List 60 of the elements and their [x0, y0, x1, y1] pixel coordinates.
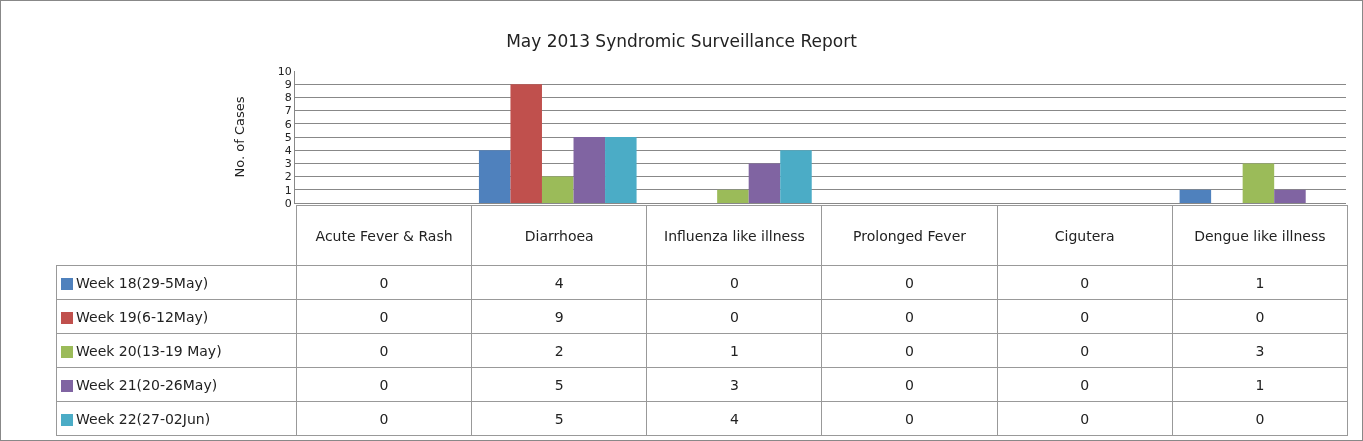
y-tick-label: 10 [277, 64, 292, 78]
legend-label: Week 22(27-02Jun) [76, 410, 211, 427]
y-tick-label: 8 [284, 91, 292, 105]
x-tick-label: Acute Fever & Rash [296, 205, 472, 265]
data-label: 1 [1171, 367, 1347, 401]
legend-label: Week 18(29-5May) [76, 274, 209, 291]
bar [1242, 163, 1275, 203]
data-label: 0 [996, 299, 1172, 333]
y-tick-label: 0 [284, 196, 292, 210]
legend-label: Week 20(13-19 May) [76, 342, 222, 359]
y-tick-label: 1 [284, 183, 292, 197]
y-tick-label: 3 [284, 157, 292, 171]
data-label: 0 [996, 265, 1172, 299]
bar [541, 176, 574, 203]
y-tick-label: 4 [284, 144, 292, 158]
x-tick-label: Influenza like illness [646, 205, 822, 265]
data-label: 0 [996, 401, 1172, 435]
x-tick-label: Prolonged Fever [821, 205, 997, 265]
x-tick-label: Diarrhoea [471, 205, 647, 265]
data-label: 4 [646, 401, 822, 435]
data-label: 0 [996, 333, 1172, 367]
bar [780, 150, 812, 203]
data-label: 4 [471, 265, 647, 299]
data-label: 0 [646, 299, 822, 333]
bar [1179, 189, 1212, 203]
bar [748, 163, 781, 203]
bar [717, 189, 749, 203]
legend-label: Week 19(6-12May) [76, 308, 209, 325]
data-label: 3 [1171, 333, 1347, 367]
chart-title: May 2013 Syndromic Surveillance Report [506, 30, 858, 51]
y-tick-label: 7 [284, 104, 292, 118]
bar [573, 137, 606, 203]
y-tick-label: 6 [284, 117, 292, 131]
bar [478, 150, 511, 203]
x-tick-label: Dengue like illness [1171, 205, 1347, 265]
data-label: 0 [821, 299, 997, 333]
x-tick-label: Cigutera [996, 205, 1172, 265]
data-label: 0 [821, 333, 997, 367]
bar [1274, 189, 1306, 203]
y-axis-title: No. of Cases [231, 96, 247, 178]
data-label: 3 [646, 367, 822, 401]
data-label: 0 [1171, 401, 1347, 435]
data-label: 0 [996, 367, 1172, 401]
bar [605, 137, 637, 203]
bar [510, 84, 542, 203]
legend-label: Week 21(20-26May) [76, 376, 218, 393]
data-label: 1 [646, 333, 822, 367]
data-label: 1 [1171, 265, 1347, 299]
data-label: 0 [821, 367, 997, 401]
data-label: 5 [471, 401, 647, 435]
y-tick-label: 2 [284, 170, 292, 184]
y-tick-label: 5 [284, 130, 292, 144]
y-tick-label: 9 [284, 78, 292, 92]
data-label: 0 [1171, 299, 1347, 333]
data-label: 0 [821, 265, 997, 299]
data-label: 5 [471, 367, 647, 401]
data-label: 0 [821, 401, 997, 435]
data-label: 0 [646, 265, 822, 299]
data-label: 9 [471, 299, 647, 333]
data-label: 2 [471, 333, 647, 367]
